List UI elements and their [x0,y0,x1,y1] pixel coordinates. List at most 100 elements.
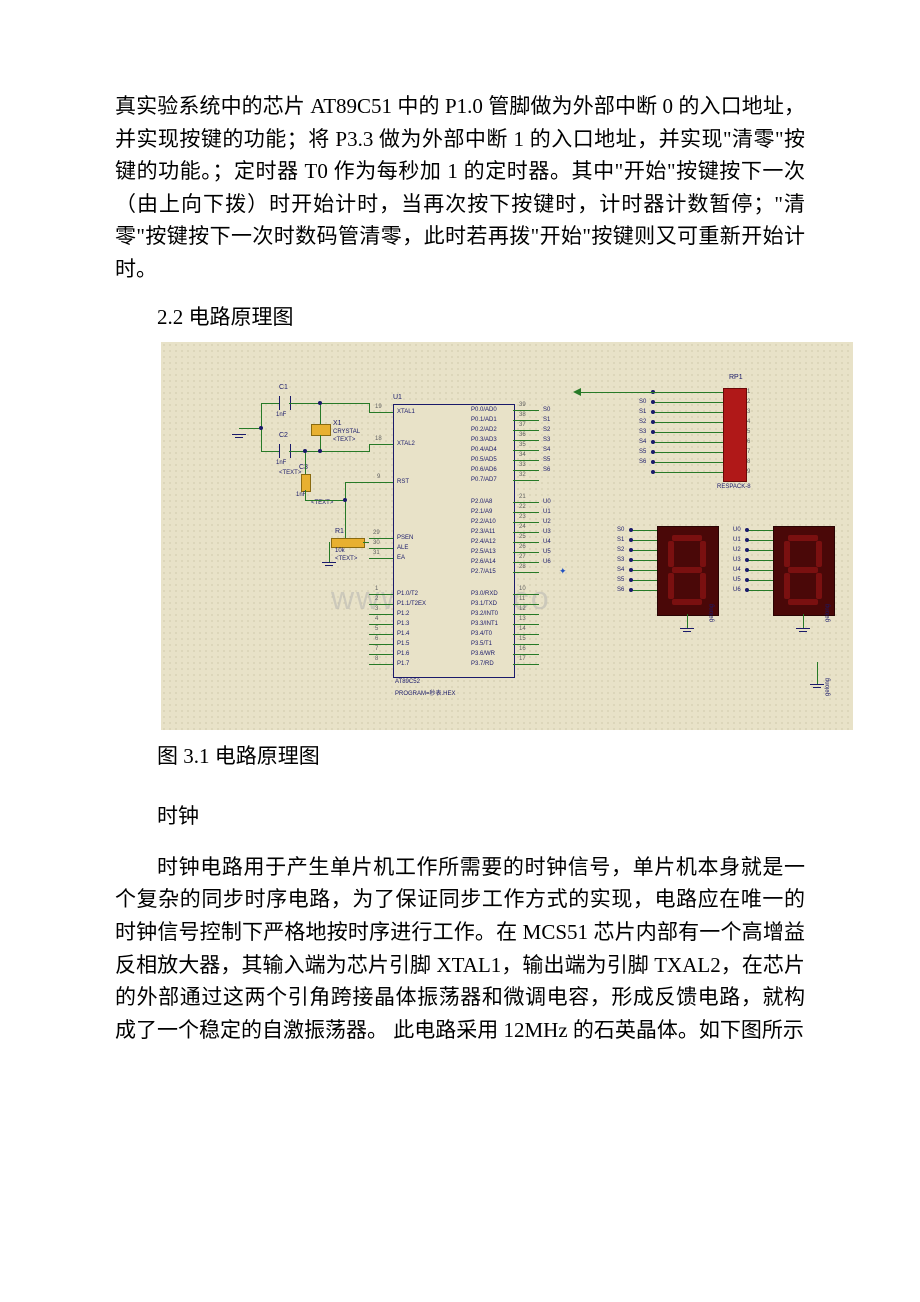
pin-P3.2/INT0: P3.2/INT0 [471,611,498,617]
paragraph-2: 时钟电路用于产生单片机工作所需要的时钟信号，单片机本身就是一个复杂的同步时序电路… [115,851,805,1046]
net-U0: U0 [543,499,551,505]
pin-num-29: 29 [373,530,380,536]
circuit-schematic: www.bd cx.co U1 AT89C52 PROGRAM=秒表.HEX 1… [161,342,853,730]
segL-S2: S2 [617,547,624,553]
pin-num-31: 31 [373,550,380,556]
pin-P0.7/AD7: P0.7/AD7 [471,477,497,483]
segR-U6: U6 [733,587,741,593]
net-U1: U1 [543,509,551,515]
pin-P3.6/WR: P3.6/WR [471,651,495,657]
segL-S1: S1 [617,537,624,543]
gnd-label-1: gelong [709,604,715,622]
rp-pin-4: 4 [747,419,750,425]
pin-num-3: 3 [375,606,378,612]
pin-P2.4/A12: P2.4/A12 [471,539,496,545]
net-S3: S3 [543,437,550,443]
pin-num-22: 22 [519,504,526,510]
segL-S3: S3 [617,557,624,563]
pin-num-34: 34 [519,452,526,458]
rp1-ref: RP1 [729,374,743,381]
rp-pin-7: 7 [747,449,750,455]
rp-pin-8: 8 [747,459,750,465]
pin-num-4: 4 [375,616,378,622]
pin-num-18: 18 [375,436,382,442]
pin-num-15: 15 [519,636,526,642]
pin-P2.3/A11: P2.3/A11 [471,529,495,535]
rp-pin-1: 1 [747,389,750,395]
pin-P2.5/A13: P2.5/A13 [471,549,496,555]
pin-xtal1: XTAL1 [397,409,415,415]
seven-seg-right [773,526,835,616]
net-U6: U6 [543,559,551,565]
pin-num-16: 16 [519,646,526,652]
pin-P1.5: P1.5 [397,641,409,647]
paragraph-1: 真实验系统中的芯片 AT89C51 中的 P1.0 管脚做为外部中断 0 的入口… [115,90,805,285]
net-S5: S5 [543,457,550,463]
pin-P3.1/TXD: P3.1/TXD [471,601,497,607]
rp-net-S3: S3 [639,429,646,435]
pin-num-8: 8 [375,656,378,662]
c1-val: 1nF [276,412,286,418]
pin-num-23: 23 [519,514,526,520]
pin-num-36: 36 [519,432,526,438]
net-U3: U3 [543,529,551,535]
pin-P0.1/AD1: P0.1/AD1 [471,417,497,423]
pin-num-30: 30 [373,540,380,546]
segL-S6: S6 [617,587,624,593]
segL-S5: S5 [617,577,624,583]
figure-caption-3-1: 图 3.1 电路原理图 [115,740,805,773]
pin-P2.1/A9: P2.1/A9 [471,509,492,515]
pin-num-37: 37 [519,422,526,428]
section-heading-2-2: 2.2 电路原理图 [115,301,805,334]
pin-num-38: 38 [519,412,526,418]
res-r1 [331,538,365,548]
pin-num-19: 19 [375,404,382,410]
pin-num-26: 26 [519,544,526,550]
c2-text: <TEXT> [279,470,301,476]
pin-num-1: 1 [375,586,378,592]
net-S6: S6 [543,467,550,473]
rp-net-S2: S2 [639,419,646,425]
c2-val: 1nF [276,460,286,466]
rp-net-S5: S5 [639,449,646,455]
pin-num-21: 21 [519,494,526,500]
pin-P3.3/INT1: P3.3/INT1 [471,621,498,627]
r1-ref: R1 [335,528,344,535]
rp-net-S1: S1 [639,409,646,415]
net-U2: U2 [543,519,551,525]
rp-pin-9: 9 [747,469,750,475]
pin-num-33: 33 [519,462,526,468]
pin-P3.0/RXD: P3.0/RXD [471,591,498,597]
pin-num-35: 35 [519,442,526,448]
pin-P3.5/T1: P3.5/T1 [471,641,492,647]
r1-val: 10k [335,548,345,554]
pin-P0.0/AD0: P0.0/AD0 [471,407,497,413]
seven-seg-left [657,526,719,616]
origin-marker: ✦ [559,566,567,577]
gnd-label-2: gelong [825,604,831,622]
segR-U2: U2 [733,547,741,553]
respack-type: RESPACK-8 [717,484,751,490]
cap-c3 [301,474,311,492]
net-U5: U5 [543,549,551,555]
pin-num-25: 25 [519,534,526,540]
pin-num-17: 17 [519,656,526,662]
pin-P2.2/A10: P2.2/A10 [471,519,496,525]
chip-model: AT89C52 [395,679,420,685]
pin-num-11: 11 [519,596,525,602]
pin-num-13: 13 [519,616,526,622]
pin-num-5: 5 [375,626,378,632]
segR-U0: U0 [733,527,741,533]
ground-symbol-3 [680,628,694,638]
rp-pin-2: 2 [747,399,750,405]
pin-P3.7/RD: P3.7/RD [471,661,494,667]
ground-symbol-2 [322,562,336,572]
pin-num-32: 32 [519,472,526,478]
x1-type: CRYSTAL [333,429,360,435]
rp-net-S4: S4 [639,439,646,445]
pin-P0.4/AD4: P0.4/AD4 [471,447,497,453]
pin-P1.1/T2EX: P1.1/T2EX [397,601,426,607]
segR-U5: U5 [733,577,741,583]
rp-net-S0: S0 [639,399,646,405]
pin-num-7: 7 [375,646,378,652]
